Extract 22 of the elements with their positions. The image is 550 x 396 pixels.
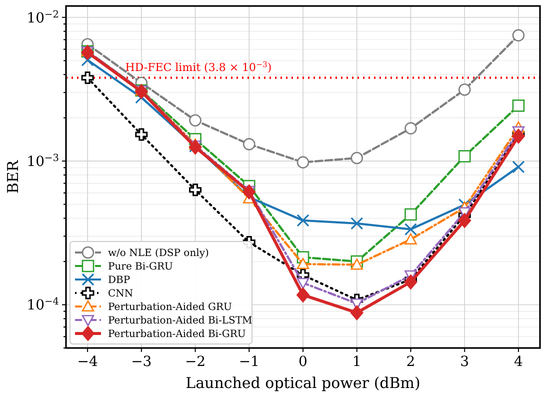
- legend-label: Pure Bi-GRU: [108, 262, 173, 272]
- x-tick-label: −4: [77, 354, 98, 370]
- x-tick-label: −2: [184, 354, 206, 370]
- x-tick-label: 4: [514, 354, 523, 370]
- legend-label: w/o NLE (DSP only): [108, 248, 209, 259]
- x-tick-label: 1: [352, 354, 362, 370]
- x-tick-label: 3: [460, 354, 470, 370]
- x-tick-label: 0: [298, 354, 308, 370]
- legend-label: Perturbation-Aided GRU: [108, 302, 232, 313]
- x-axis-title: Launched optical power (dBm): [186, 374, 420, 392]
- legend-label: DBP: [108, 275, 130, 286]
- x-tick-label: −3: [131, 354, 152, 370]
- y-tick-label: 10$^{−2}$: [26, 8, 59, 26]
- ref-line-label: HD-FEC limit (3.8 × 10$^{−3}$): [125, 59, 272, 74]
- y-tick-label: 10$^{−4}$: [26, 296, 59, 314]
- legend-label: Perturbation-Aided Bi-LSTM: [108, 316, 252, 326]
- legend-label: Perturbation-Aided Bi-GRU: [108, 329, 246, 340]
- y-tick-label: 10$^{−3}$: [26, 152, 59, 170]
- x-tick-label: 2: [406, 354, 416, 370]
- x-tick-label: −1: [238, 354, 260, 370]
- legend-label: CNN: [108, 288, 134, 300]
- y-axis-title: BER: [4, 160, 22, 194]
